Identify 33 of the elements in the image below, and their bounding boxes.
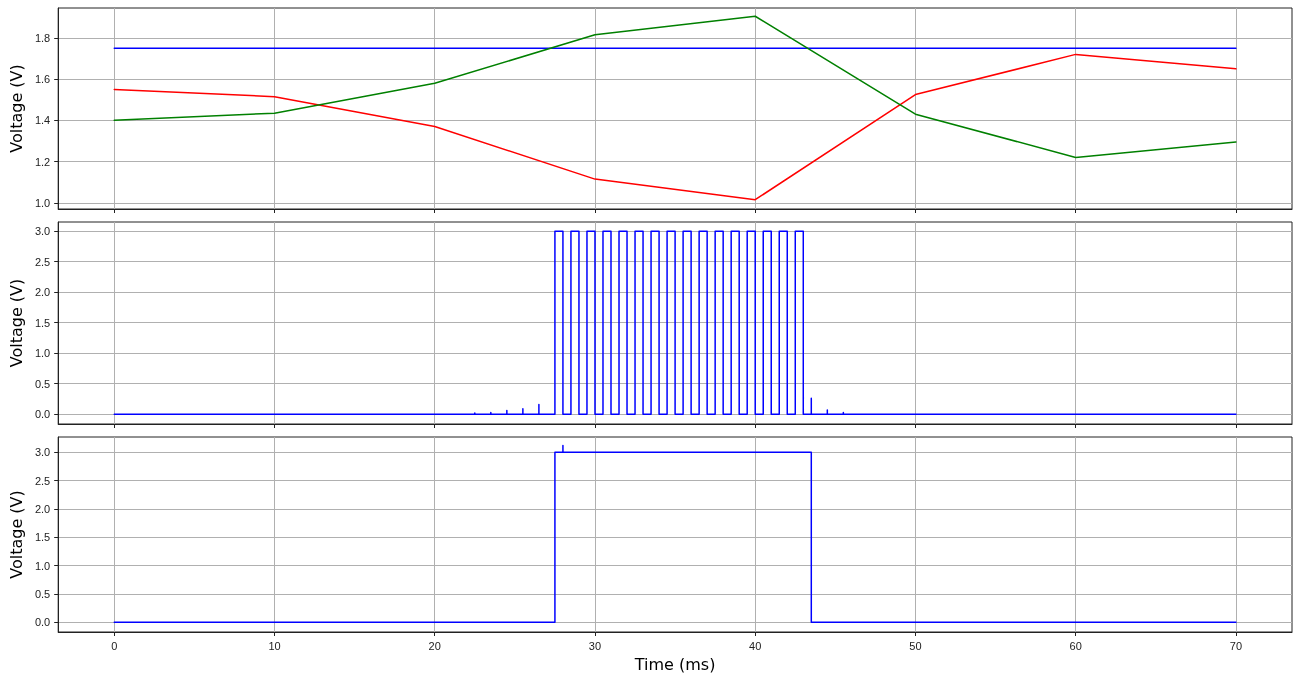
x-tick-label: 10 bbox=[268, 639, 281, 652]
x-tick-label: 20 bbox=[428, 639, 441, 652]
y-tick-label: 1.8 bbox=[34, 31, 51, 44]
y-tick-label: 1.0 bbox=[34, 196, 51, 209]
y-axis-title: Voltage (V) bbox=[6, 64, 26, 153]
y-tick-label: 3.0 bbox=[34, 225, 51, 238]
y-tick-label: 0.0 bbox=[34, 616, 51, 629]
y-tick-label: 2.5 bbox=[34, 474, 51, 487]
y-tick-label: 0.5 bbox=[34, 377, 51, 390]
y-tick-label: 1.2 bbox=[34, 155, 51, 168]
x-tick-label: 0 bbox=[111, 639, 118, 652]
x-tick-label: 50 bbox=[909, 639, 922, 652]
y-tick-label: 2.5 bbox=[34, 255, 51, 268]
x-axis-title: Time (ms) bbox=[633, 654, 716, 674]
x-tick-label: 70 bbox=[1229, 639, 1243, 652]
y-tick-label: 1.0 bbox=[34, 347, 51, 360]
y-axis-title: Voltage (V) bbox=[6, 490, 26, 579]
y-tick-label: 2.0 bbox=[34, 502, 51, 515]
y-tick-label: 1.5 bbox=[34, 316, 51, 329]
y-tick-label: 0.0 bbox=[34, 408, 51, 421]
y-axis-title: Voltage (V) bbox=[6, 278, 26, 368]
y-tick-label: 1.6 bbox=[34, 73, 51, 86]
y-tick-label: 3.0 bbox=[34, 446, 51, 459]
y-tick-label: 0.5 bbox=[34, 588, 51, 601]
y-tick-label: 2.0 bbox=[34, 286, 51, 299]
line-series bbox=[113, 15, 1237, 159]
y-tick-label: 1.5 bbox=[34, 531, 51, 544]
x-tick-label: 60 bbox=[1069, 639, 1082, 652]
line-series bbox=[113, 53, 1237, 201]
x-tick-label: 40 bbox=[749, 639, 762, 652]
x-tick-label: 30 bbox=[588, 639, 602, 652]
y-tick-label: 1.4 bbox=[34, 114, 51, 127]
y-tick-label: 1.0 bbox=[34, 559, 51, 572]
